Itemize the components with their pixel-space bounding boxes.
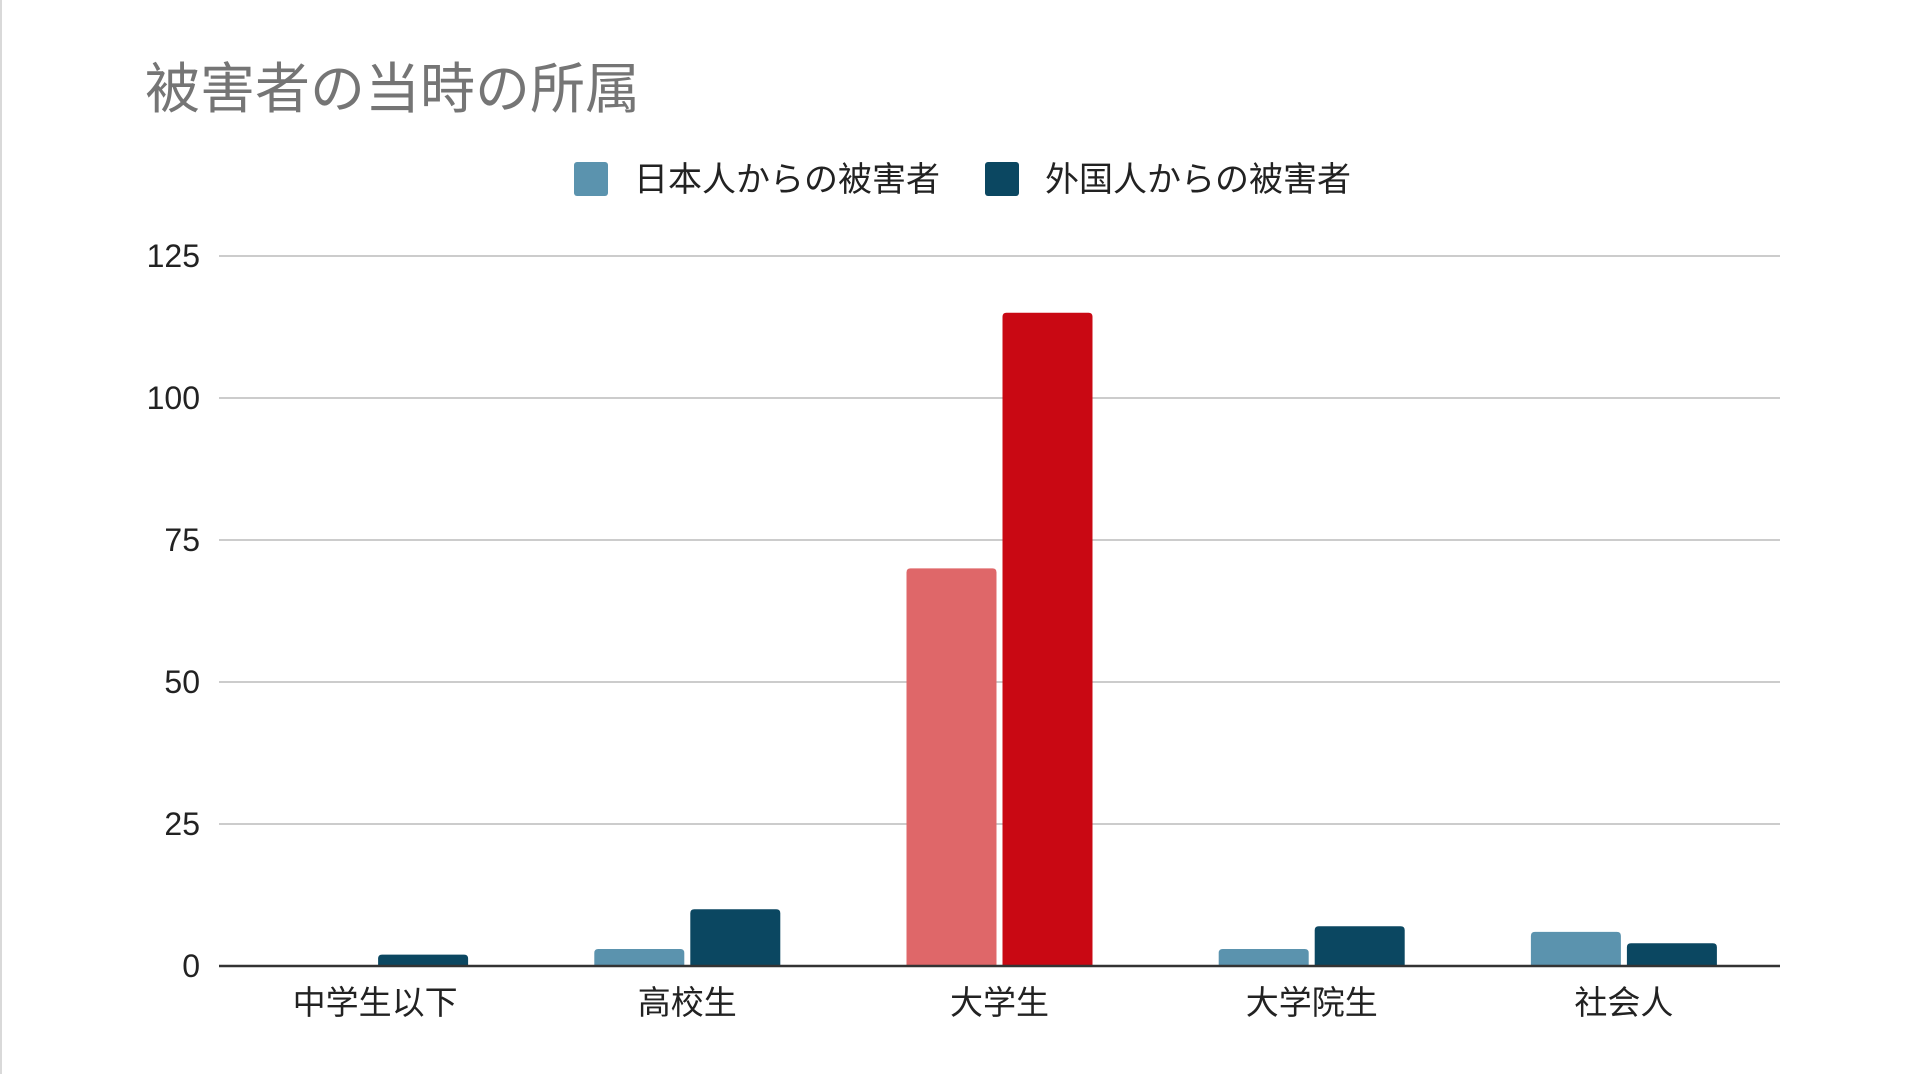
bar-japanese-4 <box>1530 931 1621 966</box>
bar-japanese-2 <box>906 568 997 966</box>
bar-foreign-2 <box>1002 312 1093 966</box>
x-category-label: 社会人 <box>1574 983 1673 1022</box>
x-category-label: 大学院生 <box>1246 983 1378 1022</box>
bar-foreign-0 <box>378 954 469 966</box>
y-tick-label: 50 <box>164 664 200 700</box>
x-category-label: 中学生以下 <box>293 983 458 1022</box>
x-category-label: 大学生 <box>950 983 1049 1022</box>
gridlines <box>219 255 1780 825</box>
y-axis-ticks: 0 25 50 75 100 125 <box>147 238 200 984</box>
y-tick-label: 25 <box>164 806 200 842</box>
y-tick-label: 125 <box>147 238 200 274</box>
legend-swatch-japanese <box>574 162 608 196</box>
bar-foreign-1 <box>690 909 781 966</box>
bar-foreign-4 <box>1626 943 1717 966</box>
bar-foreign-3 <box>1314 926 1405 966</box>
y-tick-label: 100 <box>147 380 200 416</box>
legend-label-foreign: 外国人からの被害者 <box>1045 160 1351 200</box>
bar-japanese-1 <box>594 948 685 966</box>
x-axis-labels: 中学生以下 高校生 大学生 大学院生 社会人 <box>293 983 1674 1022</box>
bar-japanese-3 <box>1218 948 1309 966</box>
legend: 日本人からの被害者 外国人からの被害者 <box>574 160 1351 200</box>
y-tick-label: 75 <box>164 522 200 558</box>
chart-title: 被害者の当時の所属 <box>145 57 640 121</box>
legend-swatch-foreign <box>985 162 1019 196</box>
x-category-label: 高校生 <box>638 983 737 1022</box>
bars <box>378 312 1717 966</box>
legend-label-japanese: 日本人からの被害者 <box>634 160 940 200</box>
y-tick-label: 0 <box>182 948 200 984</box>
